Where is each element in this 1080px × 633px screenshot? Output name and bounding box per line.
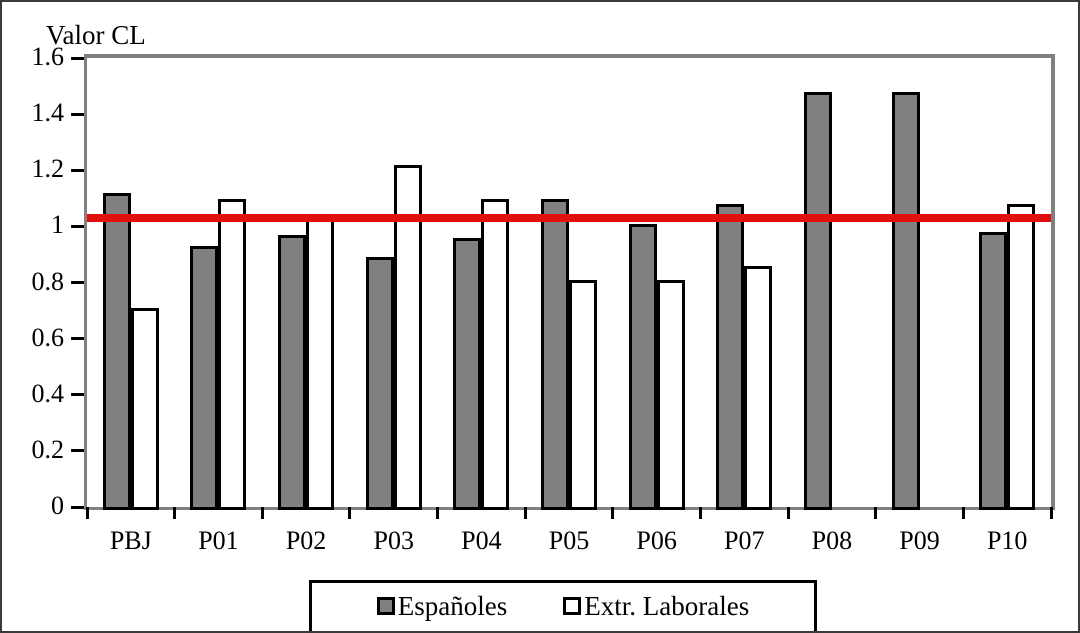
x-tick-mark — [260, 507, 264, 519]
x-axis-label-p03: P03 — [373, 526, 414, 555]
bar-extr-laborales-p03 — [393, 164, 422, 510]
x-tick-mark — [786, 507, 790, 519]
x-axis-label-p04: P04 — [461, 526, 502, 555]
bar-extr-laborales-p04 — [481, 198, 510, 510]
y-axis-label-0: 0 — [51, 491, 64, 520]
y-tick-mark — [71, 393, 84, 397]
bar-extr-laborales-p10 — [1007, 204, 1036, 510]
y-axis-label-0.4: 0.4 — [31, 378, 65, 408]
y-tick-mark — [71, 449, 84, 453]
bar-extr-laborales-p02 — [306, 218, 335, 510]
bar-espanoles-p06 — [628, 223, 657, 510]
y-axis-label-1.4: 1.4 — [31, 98, 65, 128]
reference-line — [87, 213, 1051, 222]
x-tick-mark — [961, 507, 965, 519]
y-axis-label-0.2: 0.2 — [31, 434, 65, 464]
bar-extr-laborales-p05 — [569, 279, 597, 510]
y-axis-label-1.6: 1.6 — [31, 42, 65, 71]
x-axis-label-p06: P06 — [636, 526, 677, 555]
bar-espanoles-p02 — [278, 235, 307, 510]
y-axis-label-1: 1 — [51, 210, 64, 240]
y-tick-mark — [71, 56, 84, 60]
extr-laborales-swatch-icon — [563, 597, 582, 615]
bar-espanoles-p09 — [891, 91, 920, 510]
x-tick-mark — [173, 507, 177, 519]
bar-extr-laborales-pbj — [130, 307, 159, 510]
x-axis-label-p08: P08 — [811, 526, 853, 555]
x-tick-mark — [348, 507, 352, 519]
legend-item-extr-laborales: Extr. Laborales — [563, 591, 749, 622]
bar-espanoles-p07 — [716, 204, 745, 510]
plot-area — [84, 54, 1055, 510]
x-tick-mark — [1049, 507, 1053, 519]
x-axis-label-p07: P07 — [724, 526, 765, 555]
y-axis-label-1.2: 1.2 — [31, 154, 65, 184]
x-axis-label-p02: P02 — [285, 526, 327, 555]
bar-extr-laborales-p06 — [656, 279, 685, 510]
bar-espanoles-p08 — [803, 91, 832, 510]
x-tick-mark — [85, 507, 89, 519]
y-tick-mark — [71, 505, 84, 509]
bar-espanoles-p01 — [190, 246, 219, 510]
y-axis-label-0.6: 0.6 — [31, 322, 65, 352]
y-tick-mark — [71, 337, 84, 341]
x-tick-mark — [611, 507, 615, 519]
y-tick-mark — [71, 168, 84, 172]
legend-item-espanoles: Españoles — [376, 590, 508, 622]
x-axis-label-p10: P10 — [986, 526, 1028, 555]
x-axis-label-p09: P09 — [899, 526, 940, 555]
espanoles-swatch-icon — [376, 597, 395, 615]
bar-extr-laborales-p01 — [218, 198, 247, 510]
legend-label-espanoles: Españoles — [397, 590, 508, 621]
x-axis-label-p05: P05 — [548, 526, 590, 555]
y-tick-mark — [71, 281, 84, 284]
x-axis-label-pbj: PBJ — [109, 526, 152, 555]
bar-espanoles-p05 — [541, 198, 569, 510]
y-tick-mark — [71, 224, 84, 228]
x-tick-mark — [874, 507, 878, 519]
bar-espanoles-p03 — [365, 257, 394, 510]
legend: Españoles Extr. Laborales — [309, 580, 817, 631]
bar-extr-laborales-p07 — [744, 265, 773, 510]
y-tick-mark — [71, 112, 84, 116]
legend-label-extr-laborales: Extr. Laborales — [584, 590, 750, 621]
x-tick-mark — [698, 507, 702, 519]
bar-espanoles-p04 — [453, 237, 482, 510]
y-axis-label-0.8: 0.8 — [31, 266, 65, 296]
y-axis-title: Valor CL — [46, 20, 146, 50]
bar-espanoles-p10 — [979, 232, 1008, 510]
x-axis-label-p01: P01 — [198, 526, 239, 555]
bar-espanoles-pbj — [102, 192, 131, 510]
x-tick-mark — [436, 507, 440, 519]
x-tick-mark — [523, 507, 527, 519]
